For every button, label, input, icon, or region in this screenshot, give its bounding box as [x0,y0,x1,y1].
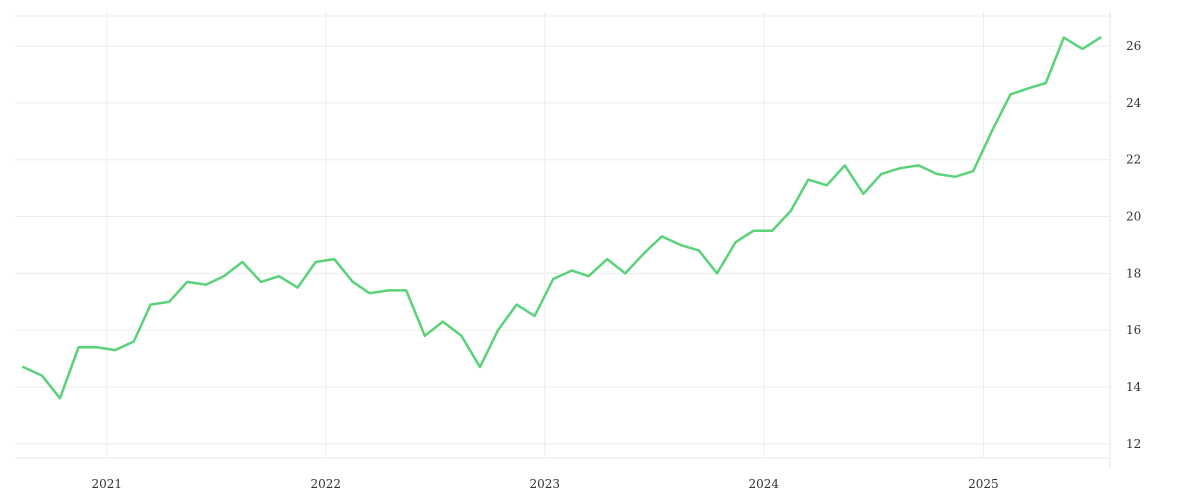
x-tick-label: 2023 [530,477,561,491]
x-tick-label: 2021 [92,477,123,491]
y-tick-label: 24 [1126,96,1142,110]
y-axis-ticks: 12 14 16 18 20 22 24 26 [1126,39,1142,451]
y-tick-label: 14 [1126,380,1142,394]
series-group [22,36,1102,400]
x-tick-label: 2025 [968,477,999,491]
x-tick-label: 2022 [311,477,342,491]
axes [15,12,1111,468]
y-tick-label: 26 [1126,39,1141,53]
grid [15,12,1110,458]
y-tick-label: 20 [1126,210,1141,224]
x-axis-ticks: 2021 2022 2023 2024 2025 [92,477,999,491]
x-tick-label: 2024 [749,477,780,491]
y-tick-label: 18 [1126,266,1141,280]
y-tick-label: 12 [1126,437,1141,451]
y-tick-label: 16 [1126,323,1141,337]
series-line [22,36,1102,400]
y-tick-label: 22 [1126,153,1141,167]
